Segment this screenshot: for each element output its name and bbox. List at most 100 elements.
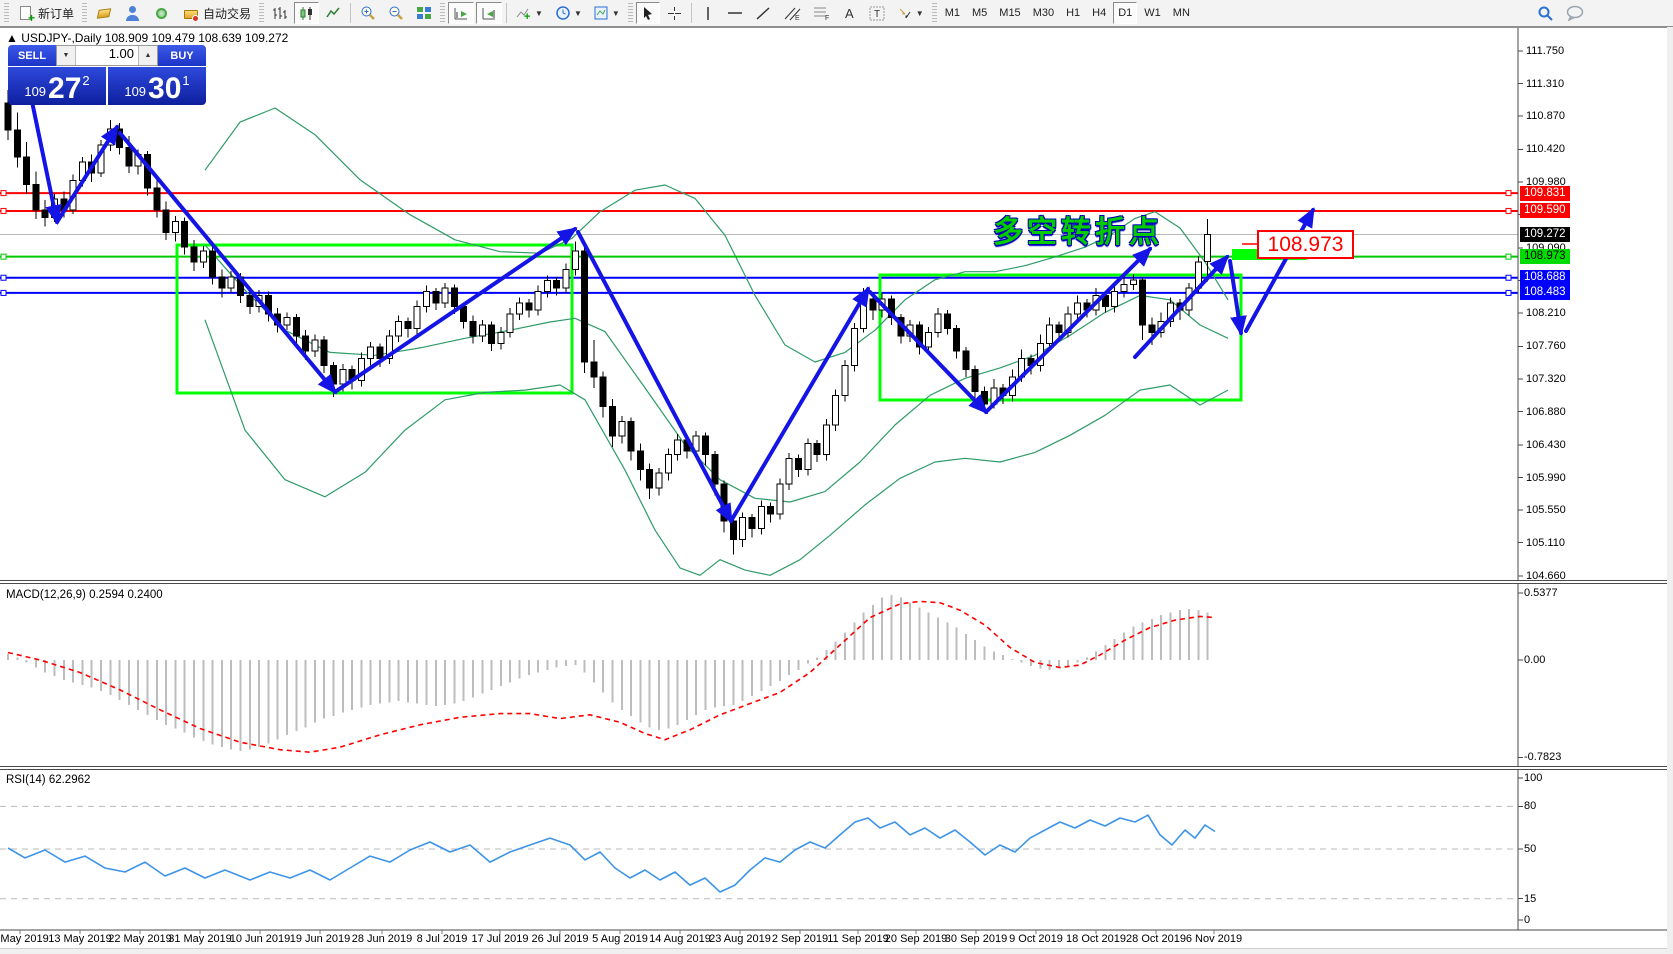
auto-trading-button[interactable]: 自动交易 [177, 2, 256, 24]
toolbar-grip[interactable] [627, 3, 633, 23]
tile-windows-button[interactable] [411, 2, 437, 24]
periods-button[interactable]: ▼ [550, 2, 587, 24]
vertical-line-button[interactable] [696, 2, 720, 24]
date-axis-label: 22 May 2019 [108, 933, 172, 945]
svg-text:A: A [845, 6, 854, 21]
rsi-pane-divider[interactable] [0, 766, 1673, 770]
timeframe-button-h1[interactable]: H1 [1066, 7, 1081, 19]
line-chart-button[interactable] [321, 2, 346, 24]
chat-button[interactable] [1561, 2, 1590, 24]
turning-point-annotation[interactable]: 多空转折点 [993, 216, 1163, 249]
zoom-out-button[interactable] [383, 2, 409, 24]
date-axis-label: 3 May 2019 [0, 933, 49, 945]
indicators-button[interactable]: + ▼ [511, 2, 548, 24]
timeframe-button-m5[interactable]: M5 [972, 7, 988, 19]
text-button[interactable]: A [838, 2, 862, 24]
macd-pane-divider[interactable] [0, 580, 1673, 584]
toolbar-grip[interactable] [259, 3, 265, 23]
toolbar-separator [506, 3, 508, 23]
buy-big-figure: 109 [124, 84, 147, 99]
rsi-pane [0, 805, 1518, 900]
price-axis-tick: 108.210 [1526, 307, 1566, 320]
timeframe-button-d1[interactable]: D1 [1113, 2, 1138, 24]
volume-input[interactable]: 1.00 [75, 46, 139, 65]
horizontal-line-button[interactable] [722, 2, 748, 24]
price-callout-box[interactable]: 108.973 [1257, 230, 1354, 259]
toolbar-grip[interactable] [4, 3, 9, 23]
volume-stepper: ▼ 1.00 ▲ [56, 45, 158, 66]
price-axis-tick: 104.660 [1526, 570, 1566, 582]
timeframe-button-h4[interactable]: H4 [1092, 7, 1107, 19]
buy-price[interactable]: 109 30 1 [108, 67, 206, 105]
auto-scroll-button[interactable] [448, 2, 475, 24]
bollinger-lower-band [204, 319, 1229, 576]
volume-decrease-button[interactable]: ▼ [57, 46, 75, 65]
date-axis-label: 6 Nov 2019 [1185, 933, 1243, 945]
date-axis-label: 31 May 2019 [168, 933, 232, 945]
bar-chart-button[interactable] [267, 2, 292, 24]
volume-increase-button[interactable]: ▲ [139, 46, 157, 65]
price-axis-tick: 111.750 [1526, 45, 1565, 57]
sell-button[interactable]: SELL [8, 45, 56, 66]
arrows-button[interactable]: ▼ [892, 2, 929, 24]
cursor-button[interactable] [635, 2, 660, 24]
search-button[interactable] [1532, 2, 1559, 24]
zoom-in-button[interactable] [355, 2, 381, 24]
sell-price[interactable]: 109 27 2 [8, 67, 106, 105]
date-axis-label: 28 Jun 2019 [351, 933, 413, 945]
fibonacci-button[interactable]: F [808, 2, 836, 24]
timeframe-button-w1[interactable]: W1 [1144, 7, 1161, 19]
buy-button[interactable]: BUY [158, 45, 206, 66]
zigzag-trend-arrows[interactable] [28, 90, 1315, 524]
price-axis-tick: 105.550 [1526, 504, 1566, 517]
price-axis-tick: 107.760 [1526, 340, 1566, 353]
timeframe-button-m1[interactable]: M1 [944, 7, 960, 19]
bollinger-middle-band [204, 244, 1229, 503]
text-label-button[interactable]: T [864, 2, 890, 24]
bollinger-upper-band [204, 107, 1229, 363]
price-axis-tick: 105.110 [1526, 536, 1565, 549]
profile-button[interactable] [119, 2, 146, 24]
svg-text:F: F [825, 15, 829, 21]
date-axis-label: 13 May 2019 [48, 933, 112, 945]
rsi-line [7, 814, 1216, 893]
date-axis-label: 18 Oct 2019 [1066, 933, 1126, 945]
date-axis-label: 10 Jun 2019 [229, 933, 291, 945]
date-axis-label: 17 Jul 2019 [471, 933, 529, 945]
status-bar [0, 948, 1673, 954]
main-toolbar: + 新订单 自动交易 + ▼ ▼ ▼ E F A T ▼ M1 M5 M15 M30 H1 H4 D1 W1 MN [0, 0, 1673, 27]
candlestick-chart-button[interactable] [294, 2, 320, 24]
date-axis-label: 2 Sep 2019 [771, 933, 829, 945]
consolidation-rectangle[interactable] [878, 273, 1243, 402]
toolbar-grip[interactable] [931, 3, 937, 23]
toolbar-grip[interactable] [440, 3, 446, 23]
chart-shift-button[interactable] [476, 2, 503, 24]
candles-layer [4, 90, 1212, 555]
date-axis-label: 23 Aug 2019 [709, 933, 771, 945]
svg-text:T: T [874, 9, 880, 20]
date-axis-label: 19 Jun 2019 [289, 933, 351, 945]
toolbar-grip[interactable] [82, 3, 88, 23]
rsi-axis-tick: 15 [1524, 892, 1537, 905]
timeframe-button-m15[interactable]: M15 [999, 7, 1021, 19]
macd-signal-line [7, 600, 1216, 754]
trendline-button[interactable] [750, 2, 776, 24]
price-axis-tick: 111.310 [1526, 77, 1565, 90]
chart-symbol-header[interactable]: ▲ USDJPY-,Daily 108.909 109.479 108.639 … [6, 31, 289, 45]
price-axis-tick: 109.980 [1526, 176, 1566, 189]
price-axis-tick: 110.870 [1526, 110, 1565, 123]
new-order-button[interactable]: + 新订单 [12, 2, 79, 24]
price-axis-tick: 106.430 [1526, 438, 1566, 451]
timeframe-button-mn[interactable]: MN [1172, 7, 1190, 19]
timeframe-button-m30[interactable]: M30 [1032, 7, 1055, 19]
equidistant-channel-button[interactable]: E [778, 2, 806, 24]
crosshair-button[interactable] [662, 2, 687, 24]
chart-frame [0, 27, 1673, 934]
rsi-axis-tick: 0 [1524, 914, 1531, 926]
sell-pipette: 2 [82, 73, 90, 88]
price-axis-tick: 110.420 [1526, 143, 1565, 156]
toolbar-separator [690, 3, 692, 23]
price-level-tag: 108.688 [1520, 270, 1570, 286]
signals-button[interactable] [148, 2, 175, 24]
templates-button[interactable]: ▼ [589, 2, 625, 24]
